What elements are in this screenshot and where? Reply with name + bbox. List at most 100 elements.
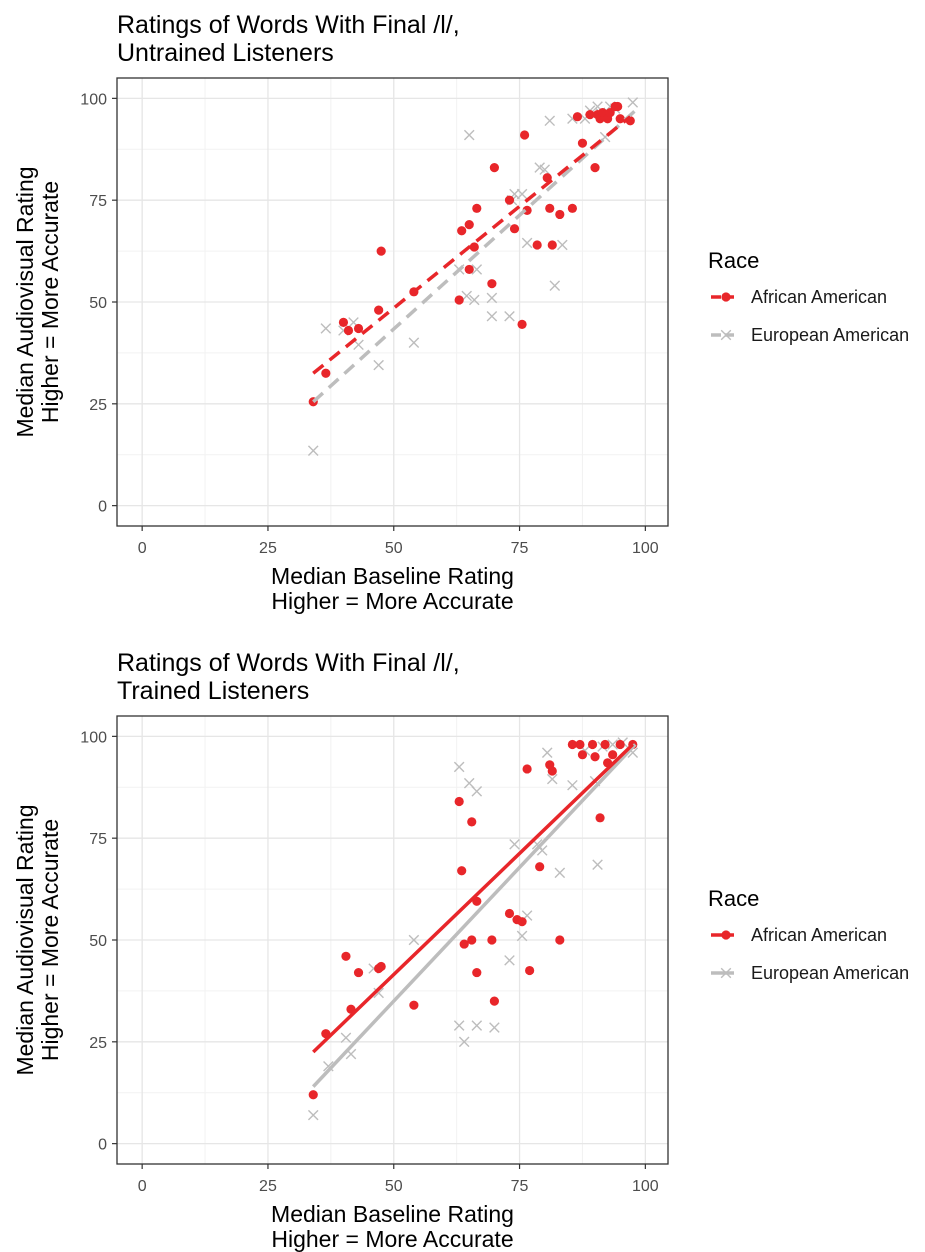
x-tick-label: 25 [259, 1178, 277, 1195]
legend-key-marker-european-american [720, 967, 732, 979]
data-point-european-american [340, 1032, 352, 1044]
data-point-african-american [504, 195, 515, 205]
data-point-european-american [521, 237, 533, 249]
data-point-european-american [567, 779, 578, 791]
data-point-african-american [517, 319, 527, 329]
x-tick-label: 50 [385, 540, 403, 557]
data-point-african-american [605, 108, 615, 118]
data-point-african-american [509, 224, 520, 234]
data-point-european-american [373, 359, 384, 371]
y-axis-title-line2: Higher = More Accurate [37, 819, 63, 1061]
data-point-european-american [307, 445, 319, 456]
legend: Race African American European American [708, 248, 909, 345]
data-point-european-american [489, 1022, 500, 1033]
data-point-european-american [458, 1036, 470, 1048]
data-point-african-american [615, 739, 625, 750]
data-point-african-american [577, 750, 588, 760]
data-point-african-american [532, 240, 542, 250]
data-point-african-american [454, 295, 464, 305]
data-point-european-american [468, 294, 480, 306]
y-tick-label: 75 [89, 831, 107, 848]
data-point-european-american [471, 264, 483, 275]
data-point-african-american [409, 1000, 419, 1010]
chart-panel-1: Ratings of Words With Final /l/,Untraine… [12, 11, 909, 614]
legend-label-african-american: African American [751, 287, 887, 307]
data-point-african-american [535, 862, 545, 872]
data-point-african-american [487, 935, 497, 945]
data-point-african-american [464, 220, 474, 230]
data-point-african-american [472, 967, 482, 978]
y-tick-label: 50 [89, 933, 107, 950]
data-point-african-american [467, 817, 477, 827]
data-point-european-american [307, 1109, 319, 1121]
data-point-african-american [454, 796, 464, 807]
data-point-european-american [516, 930, 528, 942]
data-point-african-american [595, 813, 605, 823]
data-point-european-american [453, 1020, 465, 1031]
fit-line-african-american [312, 743, 634, 1054]
legend-label-european-american: European American [751, 963, 909, 983]
data-point-african-american [341, 951, 351, 961]
data-point-european-american [557, 239, 568, 251]
y-tick-label: 0 [98, 499, 107, 516]
data-point-african-american [517, 917, 527, 927]
x-axis-title-line1: Median Baseline Rating [271, 1201, 514, 1227]
legend-title: Race [708, 886, 759, 911]
legend-key-marker-african-american [721, 292, 731, 302]
x-tick-label: 25 [259, 540, 277, 557]
data-point-european-american [549, 280, 561, 292]
data-point-african-american [575, 739, 585, 750]
data-point-african-american [321, 368, 331, 378]
data-point-african-american [353, 323, 364, 334]
x-axis-title-line2: Higher = More Accurate [271, 1226, 513, 1252]
data-point-european-american [408, 337, 420, 349]
data-point-european-american [320, 323, 332, 334]
fit-line-african-american [312, 115, 632, 375]
x-tick-label: 100 [632, 540, 659, 557]
data-point-european-american [353, 339, 364, 351]
legend-key-marker-european-american [720, 329, 732, 341]
x-tick-label: 100 [632, 1178, 659, 1195]
data-point-african-american [343, 325, 354, 336]
data-point-african-american [555, 935, 565, 945]
y-axis-title-line1: Median Audiovisual Rating [12, 166, 38, 437]
data-point-european-american [509, 838, 520, 850]
y-tick-label: 50 [89, 295, 107, 312]
data-point-african-american [585, 110, 595, 120]
data-point-african-american [577, 138, 588, 148]
data-point-european-american [541, 747, 553, 758]
chart-panel-2: Ratings of Words With Final /l/,Trained … [12, 649, 909, 1252]
data-point-african-american [338, 317, 349, 327]
data-point-european-american [463, 129, 475, 141]
data-point-african-american [469, 242, 479, 252]
y-tick-label: 100 [80, 91, 107, 108]
data-point-european-american [486, 310, 498, 322]
y-tick-label: 25 [89, 1035, 107, 1052]
data-point-african-american [547, 240, 557, 250]
data-point-african-american [587, 739, 598, 750]
fit-line-european-american [312, 109, 637, 404]
data-point-european-american [471, 1020, 483, 1031]
legend: Race African American European American [708, 886, 909, 983]
data-point-african-american [489, 996, 499, 1006]
data-point-african-american [489, 163, 499, 173]
data-point-african-american [464, 264, 474, 275]
y-tick-label: 100 [80, 729, 107, 746]
data-point-african-american [590, 163, 600, 173]
legend-label-european-american: European American [751, 325, 909, 345]
data-point-african-american [525, 965, 535, 976]
data-point-african-american [353, 967, 364, 978]
data-point-african-american [608, 750, 618, 760]
data-point-european-american [453, 761, 465, 773]
data-point-african-american [374, 305, 384, 315]
data-point-european-american [408, 934, 420, 946]
x-axis-title-line2: Higher = More Accurate [271, 588, 513, 614]
data-point-african-american [467, 935, 477, 945]
data-point-african-american [545, 203, 555, 213]
data-point-african-american [600, 739, 610, 750]
data-point-african-american [572, 112, 583, 122]
data-point-african-american [459, 939, 469, 949]
data-point-european-american [544, 115, 556, 127]
chart-title-line2: Trained Listeners [117, 677, 309, 705]
data-point-african-american [504, 908, 515, 919]
